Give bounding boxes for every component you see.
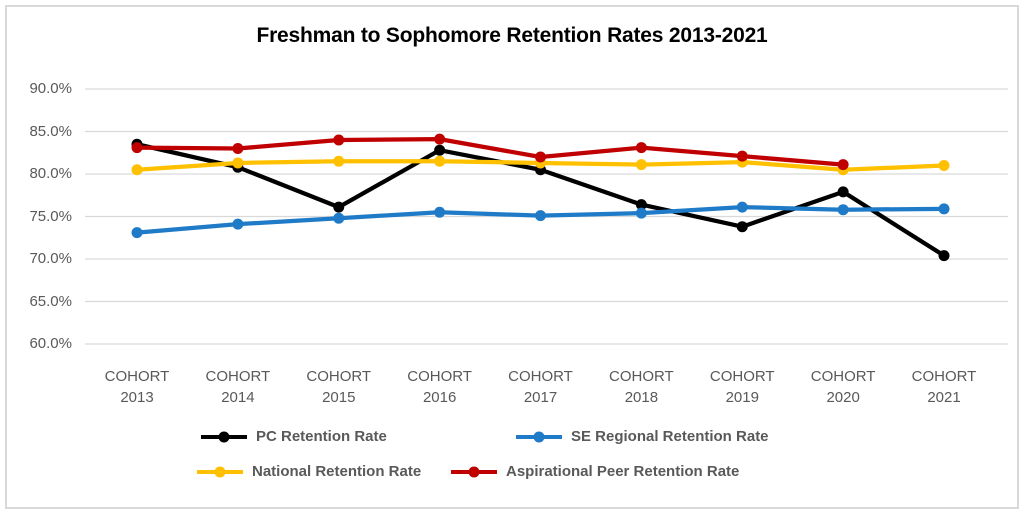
data-point-marker [938, 203, 950, 215]
data-point-marker [535, 210, 546, 222]
data-point-marker [635, 159, 647, 171]
legend-label: National Retention Rate [252, 463, 422, 480]
data-point-marker [333, 201, 345, 213]
y-tick-label: 90.0% [29, 80, 72, 97]
data-point-marker [232, 218, 244, 230]
legend-label: PC Retention Rate [256, 428, 387, 445]
legend-label: Aspirational Peer Retention Rate [506, 463, 740, 480]
data-point-marker [333, 212, 345, 224]
data-point-marker [837, 159, 849, 171]
data-point-marker [837, 204, 849, 216]
data-point-marker [333, 134, 345, 146]
legend-line-marker-icon [197, 466, 243, 477]
legend-line-marker-icon [201, 431, 247, 442]
legend-item: Aspirational Peer Retention Rate [450, 463, 739, 480]
legend-item: SE Regional Retention Rate [515, 428, 769, 445]
y-tick-label: 65.0% [29, 292, 72, 310]
x-tick-label: COHORT 2019 [709, 368, 775, 406]
y-tick-label: 85.0% [29, 122, 72, 140]
y-tick-label: 75.0% [29, 207, 72, 225]
data-point-marker [736, 150, 748, 162]
y-tick-label: 70.0% [29, 250, 72, 267]
data-point-marker [333, 155, 345, 167]
data-point-marker [434, 144, 446, 156]
data-point-marker [232, 143, 244, 154]
data-point-marker [131, 227, 143, 239]
x-tick-label: COHORT 2014 [205, 368, 271, 406]
x-tick-label: COHORT 2020 [810, 368, 876, 406]
data-point-marker [635, 199, 647, 211]
data-point-marker [736, 221, 748, 233]
legend-label: SE Regional Retention Rate [571, 428, 769, 445]
data-point-marker [434, 133, 446, 145]
legend-item: PC Retention Rate [200, 428, 387, 445]
legend-item: National Retention Rate [196, 463, 421, 480]
data-point-marker [736, 201, 748, 213]
x-tick-label: COHORT 2017 [508, 368, 573, 406]
data-point-marker [434, 206, 446, 218]
data-point-marker [938, 250, 950, 262]
y-tick-label: 60.0% [29, 335, 72, 352]
y-tick-label: 80.0% [29, 165, 72, 182]
x-tick-label: COHORT 2013 [104, 368, 170, 406]
x-tick-label: COHORT 2016 [407, 368, 472, 406]
legend-line-marker-icon [516, 431, 562, 442]
chart-title: Freshman to Sophomore Retention Rates 20… [256, 24, 768, 47]
data-point-marker [837, 186, 849, 198]
data-point-marker [535, 151, 546, 163]
data-point-marker [938, 160, 950, 171]
series-line [134, 137, 846, 167]
data-point-marker [131, 164, 143, 176]
x-tick-label: COHORT 2015 [306, 368, 372, 406]
data-point-marker [434, 155, 446, 167]
x-tick-label: COHORT 2018 [609, 368, 674, 406]
data-point-marker [232, 157, 244, 169]
x-tick-label: COHORT 2021 [911, 368, 977, 406]
data-point-marker [635, 207, 647, 219]
data-point-marker [635, 142, 647, 154]
data-point-marker [131, 142, 143, 154]
legend-line-marker-icon [451, 466, 497, 477]
